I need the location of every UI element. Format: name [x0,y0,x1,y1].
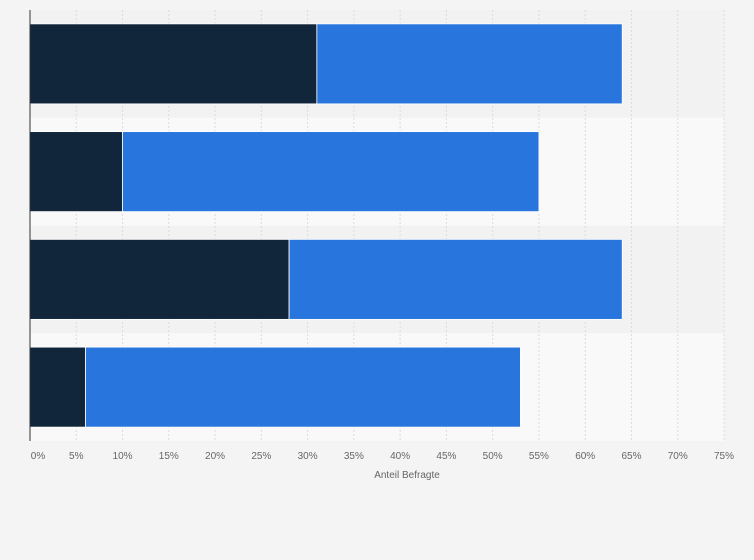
x-tick-label: 55% [529,451,549,462]
bar-series-1-row-4 [29,346,86,428]
x-tick-label: 50% [483,451,503,462]
bar-series-2-row-2 [122,131,540,213]
x-tick-label: 40% [390,451,410,462]
x-tick-label: 60% [575,451,595,462]
x-tick-label: 70% [668,451,688,462]
x-tick-label: 25% [251,451,271,462]
x-tick-label: 5% [69,451,84,462]
bar-series-1-row-1 [29,23,318,105]
x-tick-label: 35% [344,451,364,462]
x-tick-label: 75% [714,451,734,462]
bar-series-1-row-3 [29,238,290,320]
x-tick-label: 15% [159,451,179,462]
bar-series-2-row-3 [288,238,623,320]
x-axis-title: Anteil Befragte [374,470,440,481]
x-tick-label: 0% [31,451,46,462]
x-axis-ticks: 0% 5% 10% 15% 20% 25% 30% 35% 40% 45% 50% 55% 60% 65%… [31,451,734,462]
x-tick-label: 20% [205,451,225,462]
bar-series-2-row-1 [316,23,623,105]
x-tick-label: 45% [436,451,456,462]
bar-series-2-row-4 [85,346,521,428]
x-tick-label: 65% [621,451,641,462]
x-tick-label: 30% [298,451,318,462]
bars [29,23,623,428]
bar-series-1-row-2 [29,131,123,213]
x-tick-label: 10% [113,451,133,462]
